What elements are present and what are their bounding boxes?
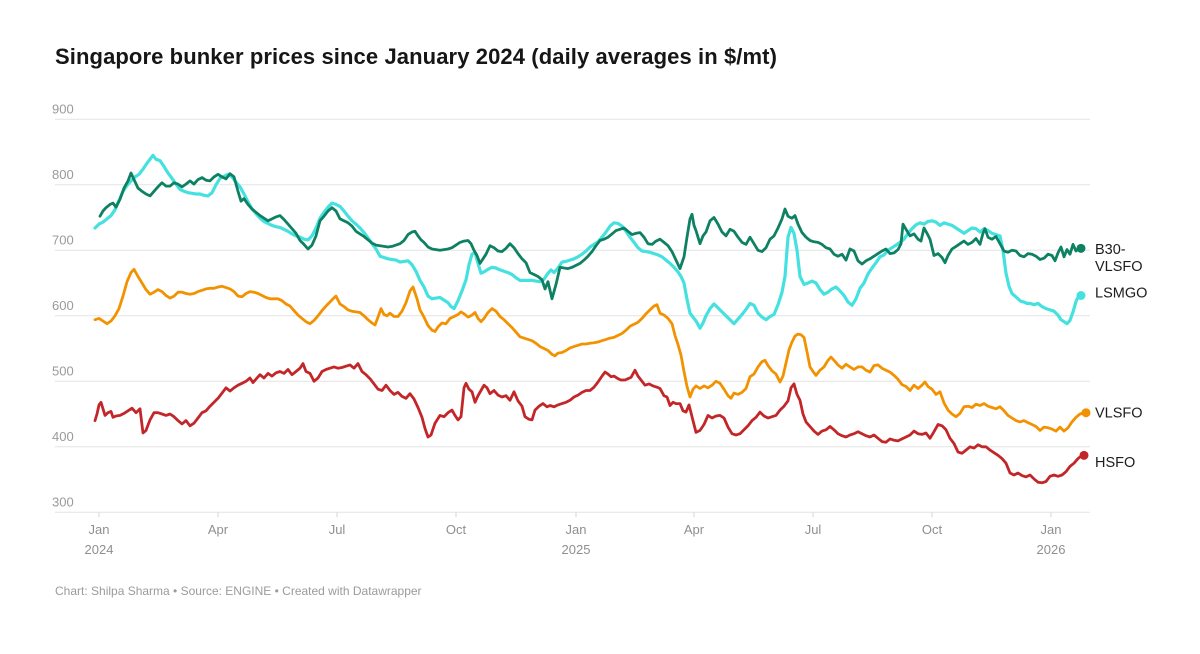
series-label-b30-vlsfo: B30- [1095,242,1126,258]
x-axis-label-month: Jan [566,522,587,537]
series-label-vlsfo: VLSFO [1095,406,1143,422]
series-endpoint-vlsfo [1081,408,1091,418]
series-endpoint-b30-vlsfo [1076,243,1086,253]
series-endpoint-lsmgo [1076,290,1086,300]
chart-footer-credits: Chart: Shilpa Sharma • Source: ENGINE • … [55,584,422,598]
x-axis-label-month: Jul [329,522,346,537]
series-label-hsfo: HSFO [1095,455,1135,471]
y-axis-label-400: 400 [52,429,74,444]
x-axis-label-month: Jan [89,522,110,537]
x-axis-label-year: 2024 [85,542,114,557]
series-line-vlsfo [93,267,1086,433]
series-label-b30-vlsfo: VLSFO [1095,259,1143,275]
x-axis-label-month: Apr [208,522,229,537]
series-line-b30-vlsfo [98,171,1081,301]
series-line-hsfo [93,362,1084,485]
series-line-lsmgo [93,153,1081,330]
y-axis-label-700: 700 [52,232,74,247]
x-axis-label-month: Jul [805,522,822,537]
y-axis-label-600: 600 [52,298,74,313]
x-axis-label-month: Jan [1041,522,1062,537]
y-axis-label-500: 500 [52,363,74,378]
x-axis-label-year: 2026 [1037,542,1066,557]
y-axis-label-900: 900 [52,101,74,116]
series-endpoint-hsfo [1079,450,1089,460]
x-axis-label-month: Apr [684,522,705,537]
y-axis-label-300: 300 [52,494,74,509]
y-axis-label-800: 800 [52,167,74,182]
x-axis-label-month: Oct [922,522,943,537]
x-axis-label-year: 2025 [562,542,591,557]
chart-title: Singapore bunker prices since January 20… [55,44,778,69]
series-label-lsmgo: LSMGO [1095,286,1147,302]
x-axis-label-month: Oct [446,522,467,537]
